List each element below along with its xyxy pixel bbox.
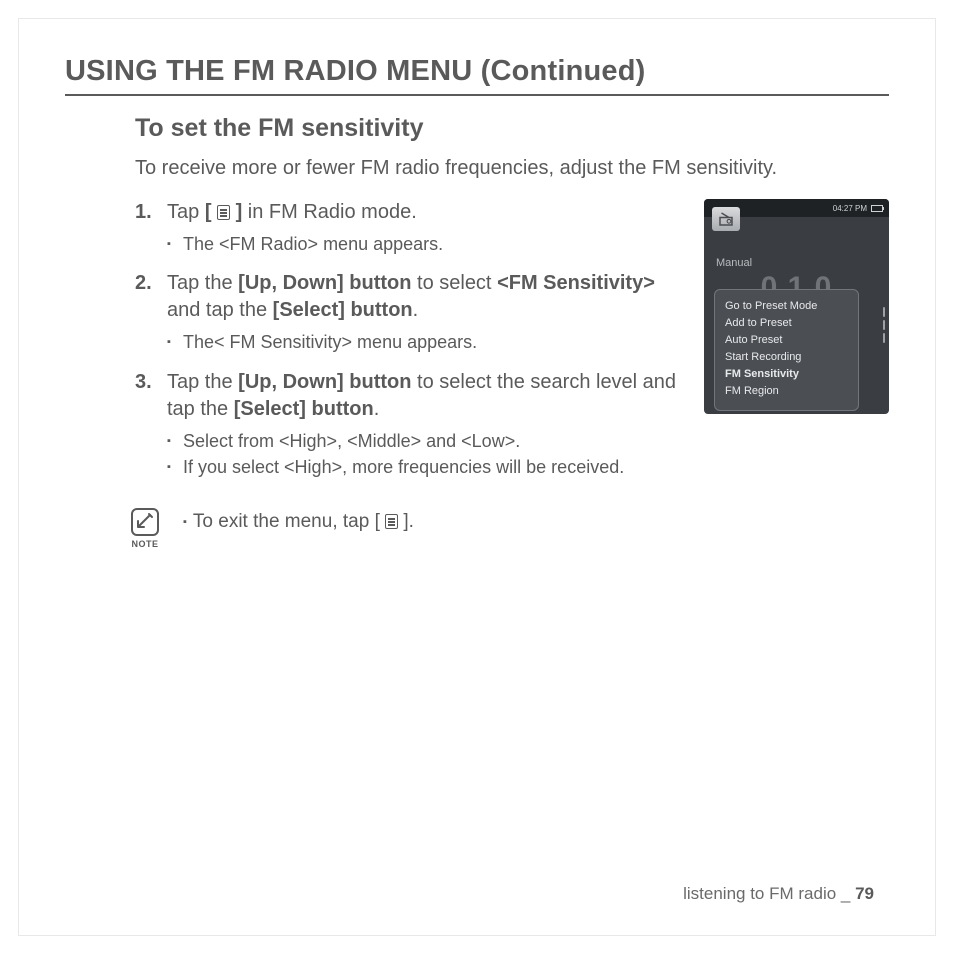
section-subtitle: To set the FM sensitivity bbox=[135, 114, 889, 143]
device-screenshot: 04:27 PM Manual 0 1 0 Go to Preset Mode … bbox=[704, 199, 889, 414]
device-time: 04:27 PM bbox=[833, 204, 867, 213]
step-2-text: Tap the [Up, Down] button to select <FM … bbox=[167, 272, 655, 321]
content-block: To set the FM sensitivity To receive mor… bbox=[135, 114, 889, 549]
note-icon bbox=[130, 507, 160, 537]
step-2-sub: The< FM Sensitivity> menu appears. bbox=[167, 330, 686, 354]
content-row: Tap [ ] in FM Radio mode. The <FM Radio>… bbox=[135, 199, 889, 549]
popup-item-2[interactable]: Auto Preset bbox=[725, 332, 848, 349]
note-label: NOTE bbox=[125, 539, 165, 549]
step-2-sub-1: The< FM Sensitivity> menu appears. bbox=[167, 330, 686, 354]
radio-app-icon bbox=[712, 207, 740, 231]
battery-icon bbox=[871, 205, 883, 212]
intro-paragraph: To receive more or fewer FM radio freque… bbox=[135, 155, 889, 181]
note-bullet: ▪ bbox=[183, 516, 187, 528]
note-row: NOTE ▪To exit the menu, tap [ ]. bbox=[125, 507, 686, 549]
step-3-sub-2: If you select <High>, more frequencies w… bbox=[167, 455, 686, 479]
popup-item-3[interactable]: Start Recording bbox=[725, 349, 848, 366]
popup-item-1[interactable]: Add to Preset bbox=[725, 315, 848, 332]
page-footer: listening to FM radio _ 79 bbox=[683, 884, 874, 904]
step-2: Tap the [Up, Down] button to select <FM … bbox=[135, 270, 686, 354]
steps-column: Tap [ ] in FM Radio mode. The <FM Radio>… bbox=[135, 199, 686, 549]
step-1-text: Tap [ ] in FM Radio mode. bbox=[167, 201, 417, 223]
popup-item-5[interactable]: FM Region bbox=[725, 383, 848, 400]
note-text: ▪To exit the menu, tap [ ]. bbox=[183, 507, 414, 533]
step-3-text: Tap the [Up, Down] button to select the … bbox=[167, 371, 676, 420]
step-3-sub-1: Select from <High>, <Middle> and <Low>. bbox=[167, 429, 686, 453]
step-3: Tap the [Up, Down] button to select the … bbox=[135, 369, 686, 480]
device-popup-menu: Go to Preset Mode Add to Preset Auto Pre… bbox=[714, 289, 859, 411]
step-1: Tap [ ] in FM Radio mode. The <FM Radio>… bbox=[135, 199, 686, 256]
popup-item-4[interactable]: FM Sensitivity bbox=[725, 366, 848, 383]
radio-icon bbox=[717, 210, 735, 228]
step-1-sub-1: The <FM Radio> menu appears. bbox=[167, 232, 686, 256]
menu-icon bbox=[385, 514, 398, 529]
step-3-sub: Select from <High>, <Middle> and <Low>. … bbox=[167, 429, 686, 480]
page-title: USING THE FM RADIO MENU (Continued) bbox=[65, 55, 889, 96]
page-number: 79 bbox=[855, 884, 874, 903]
footer-text: listening to FM radio _ bbox=[683, 884, 855, 903]
menu-icon bbox=[217, 205, 230, 220]
signal-bars-icon bbox=[883, 307, 885, 343]
step-1-sub: The <FM Radio> menu appears. bbox=[167, 232, 686, 256]
step-list: Tap [ ] in FM Radio mode. The <FM Radio>… bbox=[135, 199, 686, 479]
popup-item-0[interactable]: Go to Preset Mode bbox=[725, 298, 848, 315]
device-mode-label: Manual bbox=[716, 257, 752, 269]
note-badge: NOTE bbox=[125, 507, 165, 549]
